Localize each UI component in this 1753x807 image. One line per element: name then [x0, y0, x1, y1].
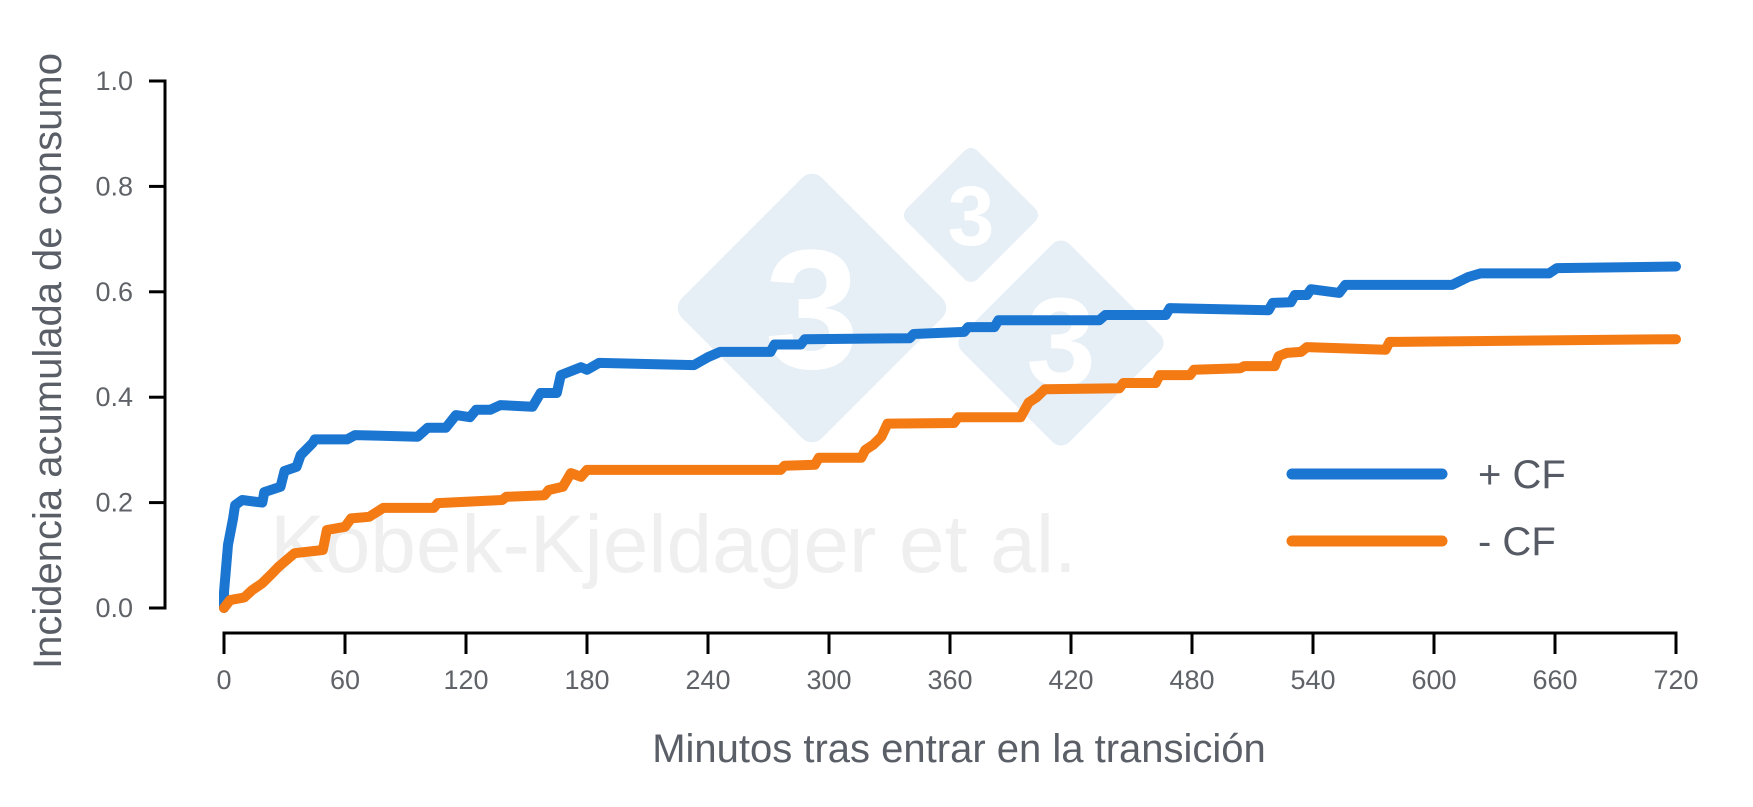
x-tick-label: 480 [1169, 665, 1214, 695]
x-tick-label: 360 [927, 665, 972, 695]
y-tick-label: 0.4 [95, 382, 133, 412]
x-tick-label: 660 [1532, 665, 1577, 695]
x-tick-label: 0 [216, 665, 231, 695]
x-tick-label: 240 [685, 665, 730, 695]
y-tick-label: 0.0 [95, 593, 133, 623]
watermark-diamond-small [904, 148, 1038, 282]
series-layer [219, 261, 1681, 613]
x-tick-label: 300 [806, 665, 851, 695]
x-tick-label: 180 [564, 665, 609, 695]
watermark-diamond-medium [958, 240, 1164, 446]
watermark-digit: 3 [948, 169, 995, 263]
y-tick-label: 0.6 [95, 277, 133, 307]
y-tick-label: 0.2 [95, 488, 133, 518]
legend: + CF - CF [1286, 453, 1566, 564]
x-tick-label: 420 [1048, 665, 1093, 695]
y-tick-label: 1.0 [95, 66, 133, 96]
x-tick-label: 540 [1290, 665, 1335, 695]
y-tick-label: 0.8 [95, 171, 133, 201]
x-tick-label: 720 [1653, 665, 1698, 695]
watermark-digit: 3 [765, 215, 860, 405]
legend-label-plus-cf: + CF [1478, 453, 1566, 497]
y-axis-title: Incidencia acumulada de consumo [26, 53, 70, 669]
x-axis-title: Minutos tras entrar en la transición [652, 727, 1266, 771]
x-tick-label: 60 [330, 665, 360, 695]
watermark-text: Kobek-Kjeldager et al. [270, 499, 1077, 590]
x-tick-label: 120 [443, 665, 488, 695]
x-axis: 0 60 120 180 240 300 360 420 480 540 600 660 720 [216, 631, 1699, 695]
y-axis: 0.0 0.2 0.4 0.6 0.8 1.0 [95, 66, 167, 623]
legend-label-minus-cf: - CF [1478, 520, 1556, 564]
watermark-diamond-large [677, 173, 947, 443]
series-line-minus-cf [219, 334, 1681, 613]
series-line-plus-cf [219, 261, 1681, 613]
x-tick-label: 600 [1411, 665, 1456, 695]
watermark-logo-icon: 3 3 3 [677, 148, 1164, 446]
